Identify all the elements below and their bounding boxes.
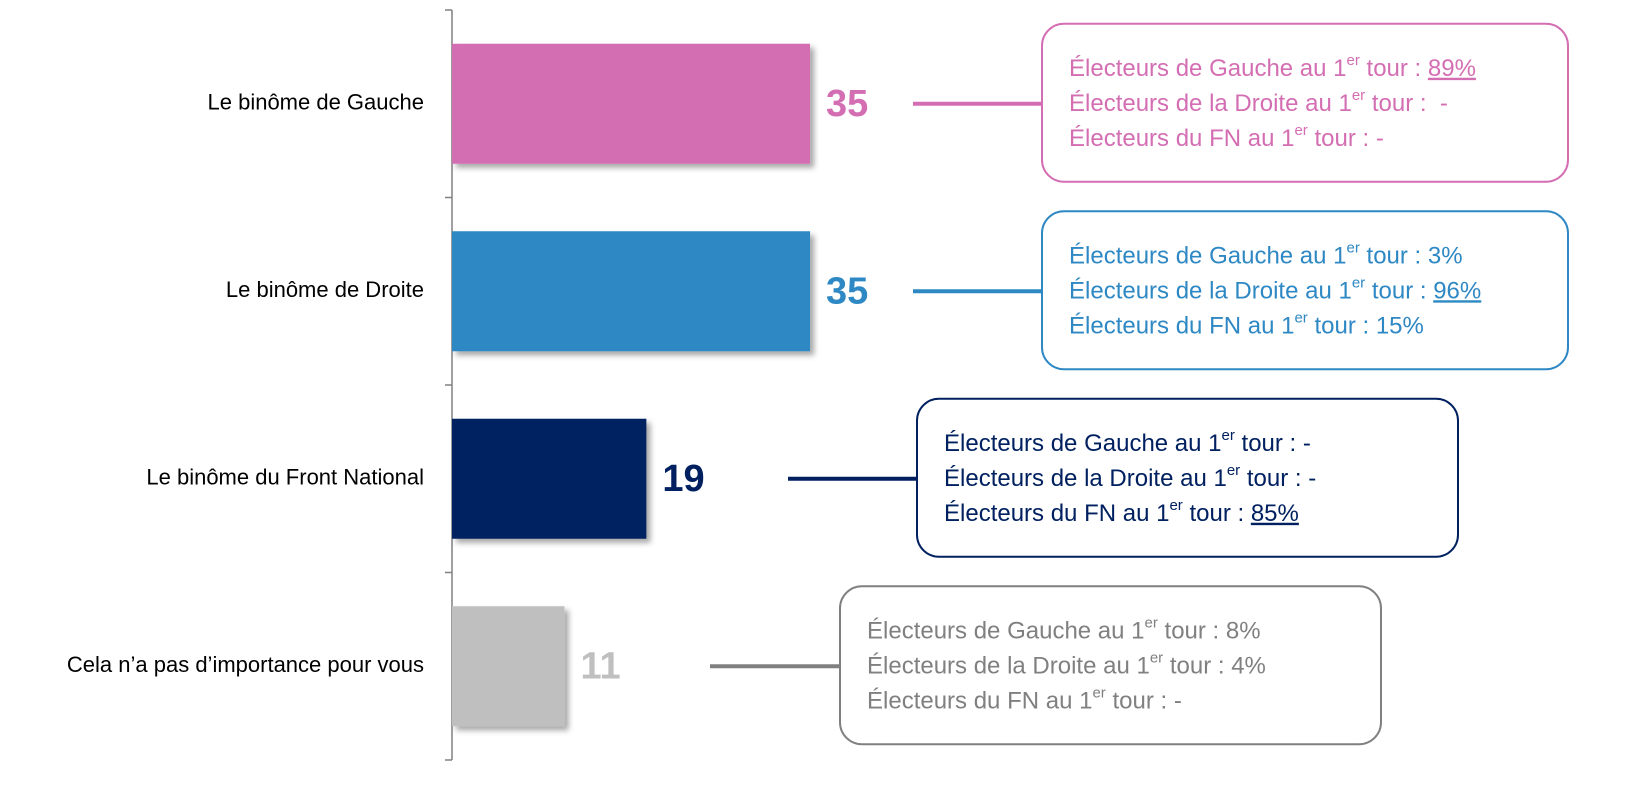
annotation-value: - [1308,465,1316,492]
annotation-value: 3% [1428,243,1463,270]
annotation-box [1041,22,1569,183]
annotation-text: tour : [1183,500,1251,527]
value-label: 11 [581,645,621,687]
annotation-value: - [1174,688,1182,715]
value-label: 35 [826,270,868,312]
superscript: er [1352,87,1365,104]
superscript: er [1169,497,1182,514]
annotation-text: tour : [1308,313,1376,340]
annotation-text: Électeurs du FN au 1 [944,500,1169,527]
annotation-text: Électeurs de la Droite au 1 [867,653,1150,680]
annotation-line: Électeurs du FN au 1er tour : 15% [1069,309,1424,339]
annotation-text: Électeurs de la Droite au 1 [944,465,1227,492]
annotation-text: Électeurs du FN au 1 [1069,125,1294,152]
annotation-text: tour : [1360,55,1428,82]
annotation-value: 8% [1226,618,1261,645]
annotation-text: Électeurs du FN au 1 [867,688,1092,715]
superscript: er [1222,427,1235,444]
annotation-box [1041,210,1569,371]
annotation-text: tour : [1365,90,1440,117]
annotation-line: Électeurs de Gauche au 1er tour : 3% [1069,239,1463,269]
annotation-text: tour : [1106,688,1174,715]
bar [452,606,565,727]
superscript: er [1092,684,1105,701]
annotation-line: Électeurs du FN au 1er tour : 85% [944,497,1299,527]
annotation-value: 96% [1433,278,1481,305]
annotation-line: Électeurs du FN au 1er tour : - [867,684,1182,714]
category-label: Le binôme de Droite [226,277,424,302]
annotation-text: Électeurs de la Droite au 1 [1069,278,1352,305]
annotation-text: Électeurs de Gauche au 1 [867,618,1145,645]
annotation-value: 15% [1376,313,1424,340]
annotation-text: Électeurs de Gauche au 1 [944,430,1222,457]
annotation-line: Électeurs de Gauche au 1er tour : - [944,427,1311,457]
annotation-box [839,585,1382,746]
category-label: Le binôme de Gauche [208,90,425,115]
annotation-value: - [1440,90,1448,117]
superscript: er [1150,649,1163,666]
annotation-text: tour : [1360,243,1428,270]
value-label: 35 [826,83,868,125]
annotation-value: 4% [1231,653,1266,680]
annotation-value: - [1303,430,1311,457]
superscript: er [1145,614,1158,631]
annotation-text: tour : [1163,653,1231,680]
annotation-line: Électeurs de la Droite au 1er tour : 4% [867,649,1266,679]
bar [452,231,811,352]
bar [452,418,647,539]
superscript: er [1347,239,1360,256]
annotation-value: 89% [1428,55,1476,82]
annotation-text: tour : [1158,618,1226,645]
value-label: 19 [662,458,704,500]
category-label: Cela n’a pas d’importance pour vous [67,652,424,677]
annotation-text: Électeurs de la Droite au 1 [1069,90,1352,117]
annotation-line: Électeurs de la Droite au 1er tour : - [944,462,1316,492]
superscript: er [1347,52,1360,69]
bar [452,43,811,164]
annotation-text: tour : [1240,465,1308,492]
annotation-text: tour : [1235,430,1303,457]
annotation-text: tour : [1308,125,1376,152]
superscript: er [1294,122,1307,139]
annotation-value: - [1376,125,1384,152]
annotation-line: Électeurs de Gauche au 1er tour : 89% [1069,52,1476,82]
category-label: Le binôme du Front National [146,465,424,490]
annotation-line: Électeurs de la Droite au 1er tour : - [1069,87,1448,117]
annotation-value: 85% [1251,500,1299,527]
annotation-line: Électeurs du FN au 1er tour : - [1069,122,1384,152]
superscript: er [1227,462,1240,479]
superscript: er [1352,274,1365,291]
annotation-text: Électeurs de Gauche au 1 [1069,243,1347,270]
annotation-line: Électeurs de la Droite au 1er tour : 96% [1069,274,1481,304]
annotation-text: Électeurs du FN au 1 [1069,313,1294,340]
annotation-line: Électeurs de Gauche au 1er tour : 8% [867,614,1261,644]
annotation-text: tour : [1365,278,1433,305]
annotation-text: Électeurs de Gauche au 1 [1069,55,1347,82]
annotation-box [916,397,1459,558]
superscript: er [1294,309,1307,326]
